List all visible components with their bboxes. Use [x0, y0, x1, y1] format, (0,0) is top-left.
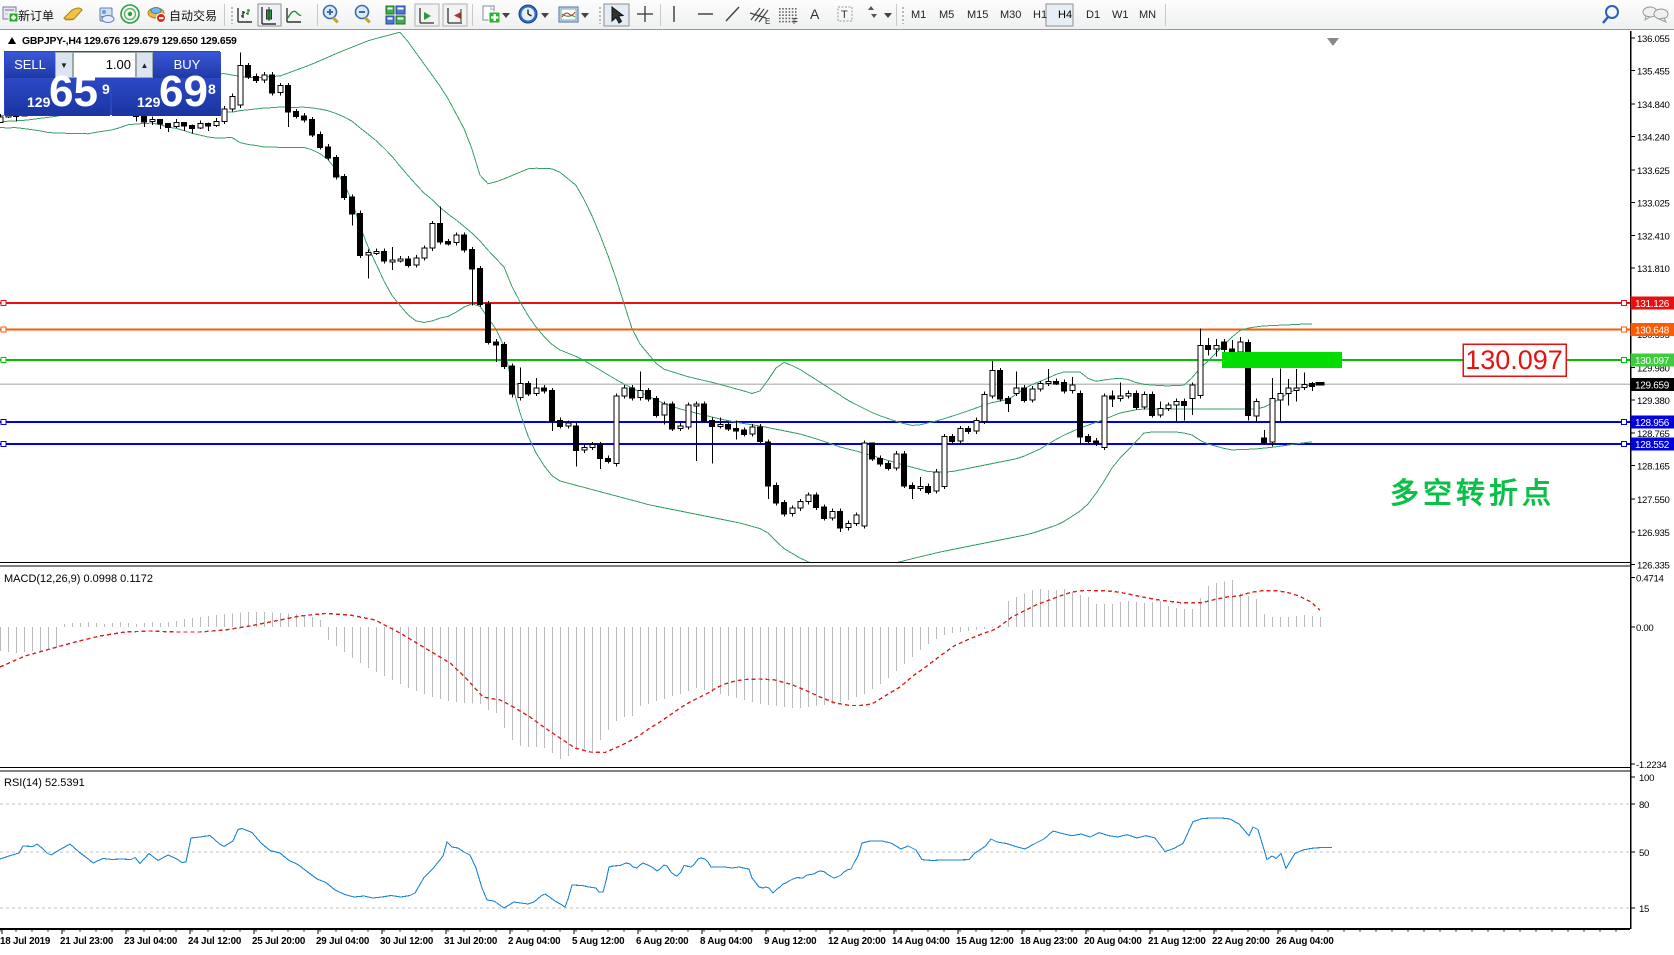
svg-text:128.956: 128.956 [1635, 418, 1670, 429]
svg-text:-1.2234: -1.2234 [1636, 760, 1667, 771]
svg-text:31 Jul 20:00: 31 Jul 20:00 [444, 936, 498, 947]
svg-text:2 Aug 04:00: 2 Aug 04:00 [508, 936, 561, 947]
svg-text:23 Jul 04:00: 23 Jul 04:00 [124, 936, 178, 947]
svg-text:133.025: 133.025 [1637, 198, 1670, 209]
svg-text:130.097: 130.097 [1635, 356, 1670, 367]
svg-text:18 Aug 23:00: 18 Aug 23:00 [1020, 936, 1078, 947]
svg-text:F: F [793, 17, 798, 26]
svg-text:100: 100 [1639, 773, 1654, 784]
svg-text:26 Aug 04:00: 26 Aug 04:00 [1276, 936, 1334, 947]
svg-text:T: T [841, 9, 848, 21]
svg-text:130.648: 130.648 [1635, 325, 1670, 336]
svg-text:50: 50 [1639, 848, 1649, 859]
svg-text:15 Aug 12:00: 15 Aug 12:00 [956, 936, 1014, 947]
svg-text:131.810: 131.810 [1637, 264, 1670, 275]
svg-text:135.455: 135.455 [1637, 67, 1670, 78]
svg-text:多空转折点: 多空转折点 [1390, 476, 1555, 510]
svg-text:128.552: 128.552 [1635, 440, 1670, 451]
svg-text:8 Aug 04:00: 8 Aug 04:00 [700, 936, 753, 947]
svg-text:18 Jul 2019: 18 Jul 2019 [0, 936, 51, 947]
svg-text:134.840: 134.840 [1637, 100, 1670, 111]
svg-text:12 Aug 20:00: 12 Aug 20:00 [828, 936, 886, 947]
svg-text:GBPJPY-,H4 129.676 129.679 12: GBPJPY-,H4 129.676 129.679 129.650 129.6… [22, 36, 237, 47]
svg-text:134.240: 134.240 [1637, 133, 1670, 144]
svg-text:128.165: 128.165 [1637, 462, 1670, 473]
svg-text:9 Aug 12:00: 9 Aug 12:00 [764, 936, 817, 947]
svg-text:29 Jul 04:00: 29 Jul 04:00 [316, 936, 370, 947]
svg-text:136.055: 136.055 [1637, 34, 1670, 45]
svg-text:25 Jul 20:00: 25 Jul 20:00 [252, 936, 306, 947]
svg-text:22 Aug 20:00: 22 Aug 20:00 [1212, 936, 1270, 947]
svg-text:127.550: 127.550 [1637, 495, 1670, 506]
svg-text:5 Aug 12:00: 5 Aug 12:00 [572, 936, 625, 947]
svg-text:A: A [810, 6, 820, 22]
svg-text:MACD(12,26,9) 0.0998 0.1172: MACD(12,26,9) 0.0998 0.1172 [4, 573, 153, 585]
svg-text:131.126: 131.126 [1635, 299, 1670, 310]
svg-text:0.00: 0.00 [1636, 623, 1653, 634]
svg-text:E: E [765, 17, 770, 26]
svg-text:6 Aug 20:00: 6 Aug 20:00 [636, 936, 689, 947]
svg-text:0.4714: 0.4714 [1636, 574, 1665, 585]
svg-text:130.097: 130.097 [1465, 345, 1563, 375]
svg-text:126.335: 126.335 [1637, 561, 1670, 572]
svg-text:129.980: 129.980 [1637, 363, 1670, 374]
svg-text:RSI(14) 52.5391: RSI(14) 52.5391 [4, 777, 85, 789]
svg-text:20 Aug 04:00: 20 Aug 04:00 [1084, 936, 1142, 947]
svg-text:129.659: 129.659 [1635, 381, 1670, 392]
svg-text:126.935: 126.935 [1637, 528, 1670, 539]
svg-text:133.625: 133.625 [1637, 166, 1670, 177]
svg-text:80: 80 [1639, 800, 1649, 811]
svg-text:21 Jul 23:00: 21 Jul 23:00 [60, 936, 114, 947]
svg-text:30 Jul 12:00: 30 Jul 12:00 [380, 936, 434, 947]
svg-text:24 Jul 12:00: 24 Jul 12:00 [188, 936, 242, 947]
svg-text:132.410: 132.410 [1637, 232, 1670, 243]
svg-text:21 Aug 12:00: 21 Aug 12:00 [1148, 936, 1206, 947]
svg-text:129.380: 129.380 [1637, 396, 1670, 407]
svg-text:15: 15 [1639, 904, 1649, 915]
svg-text:14 Aug 04:00: 14 Aug 04:00 [892, 936, 950, 947]
svg-text:128.765: 128.765 [1637, 429, 1670, 440]
